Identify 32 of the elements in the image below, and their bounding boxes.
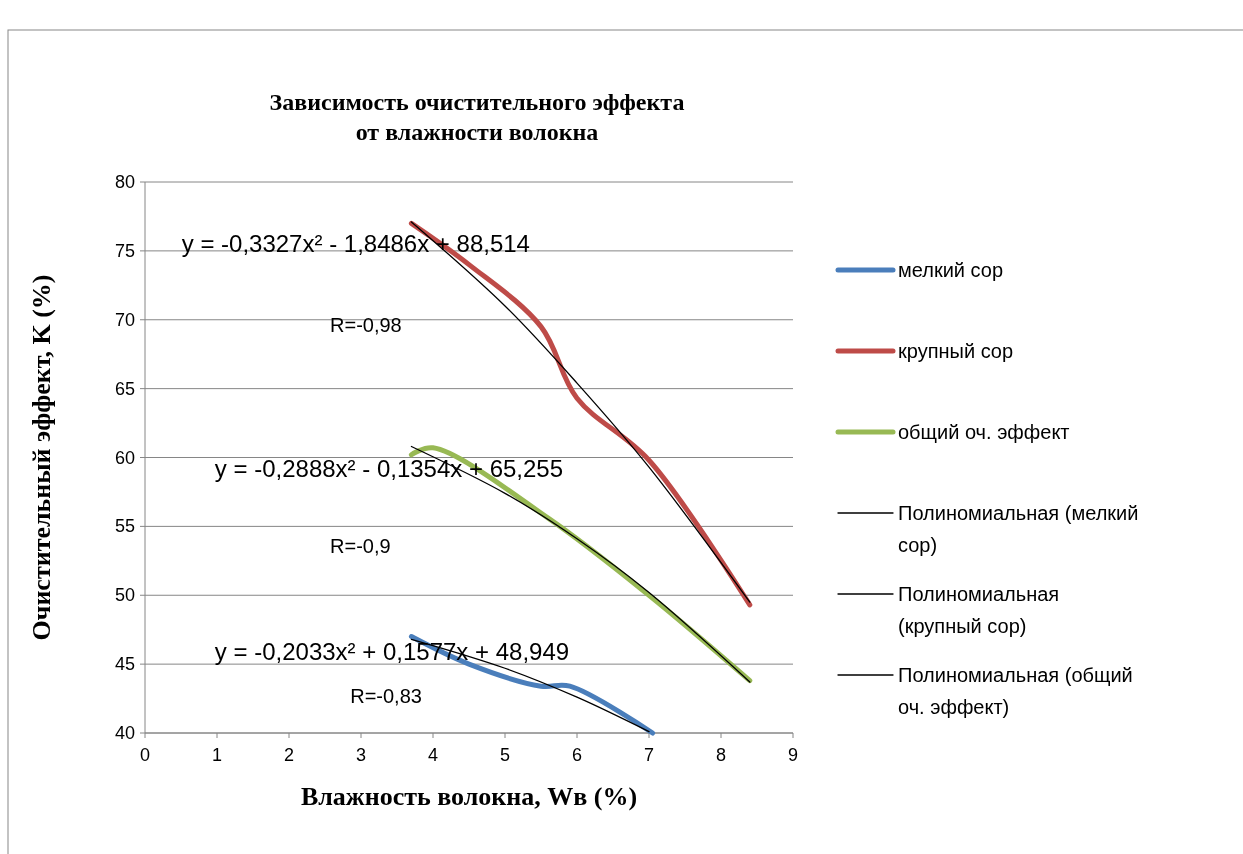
x-tick-label: 3 bbox=[355, 745, 367, 765]
y-tick-label: 80 bbox=[114, 172, 135, 192]
legend-label: крупный сор bbox=[898, 340, 1014, 362]
y-tick-label: 50 bbox=[114, 585, 135, 606]
annotation: R=-0,98 bbox=[330, 314, 402, 337]
annotation: R=-0,83 bbox=[350, 684, 422, 707]
annotation: y = -0,2888x² - 0,1354x + 65,255 bbox=[214, 454, 564, 482]
legend-label: мелкий сор bbox=[898, 259, 1003, 281]
y-tick-label: 70 bbox=[114, 309, 135, 330]
chart-title: Зависимость очистительного эффекта от влажности волокна bbox=[269, 89, 685, 145]
annotation: R=-0,9 bbox=[330, 534, 391, 557]
y-tick-label: 60 bbox=[114, 447, 135, 468]
x-tick-label: 1 bbox=[211, 745, 223, 765]
x-tick-label: 4 bbox=[427, 745, 439, 765]
x-axis-title: Влажность волокна, Wв (%) bbox=[300, 782, 638, 811]
x-tick-label: 6 bbox=[571, 745, 583, 765]
x-tick-label: 5 bbox=[499, 745, 511, 765]
x-tick-label: 0 bbox=[139, 745, 151, 765]
x-tick-label: 2 bbox=[283, 745, 295, 765]
y-tick-label: 75 bbox=[114, 240, 135, 261]
y-tick-label: 65 bbox=[114, 378, 135, 399]
x-tick-label: 9 bbox=[787, 745, 799, 765]
y-axis-title: Очистительный эффект, K (%) bbox=[27, 274, 56, 641]
y-tick-label: 40 bbox=[114, 723, 135, 743]
y-tick-label: 45 bbox=[114, 654, 135, 675]
legend-label: Полиномиальная (общий оч. эффект) bbox=[898, 664, 1133, 718]
legend-label: Полиномиальная (мелкий сор) bbox=[898, 502, 1139, 556]
y-tick-label: 55 bbox=[114, 516, 135, 537]
x-tick-label: 7 bbox=[643, 745, 655, 765]
legend-label: общий оч. эффект bbox=[898, 421, 1070, 443]
x-tick-label: 8 bbox=[715, 745, 727, 765]
legend-label: Полиномиальная (крупный сор) bbox=[898, 583, 1060, 637]
